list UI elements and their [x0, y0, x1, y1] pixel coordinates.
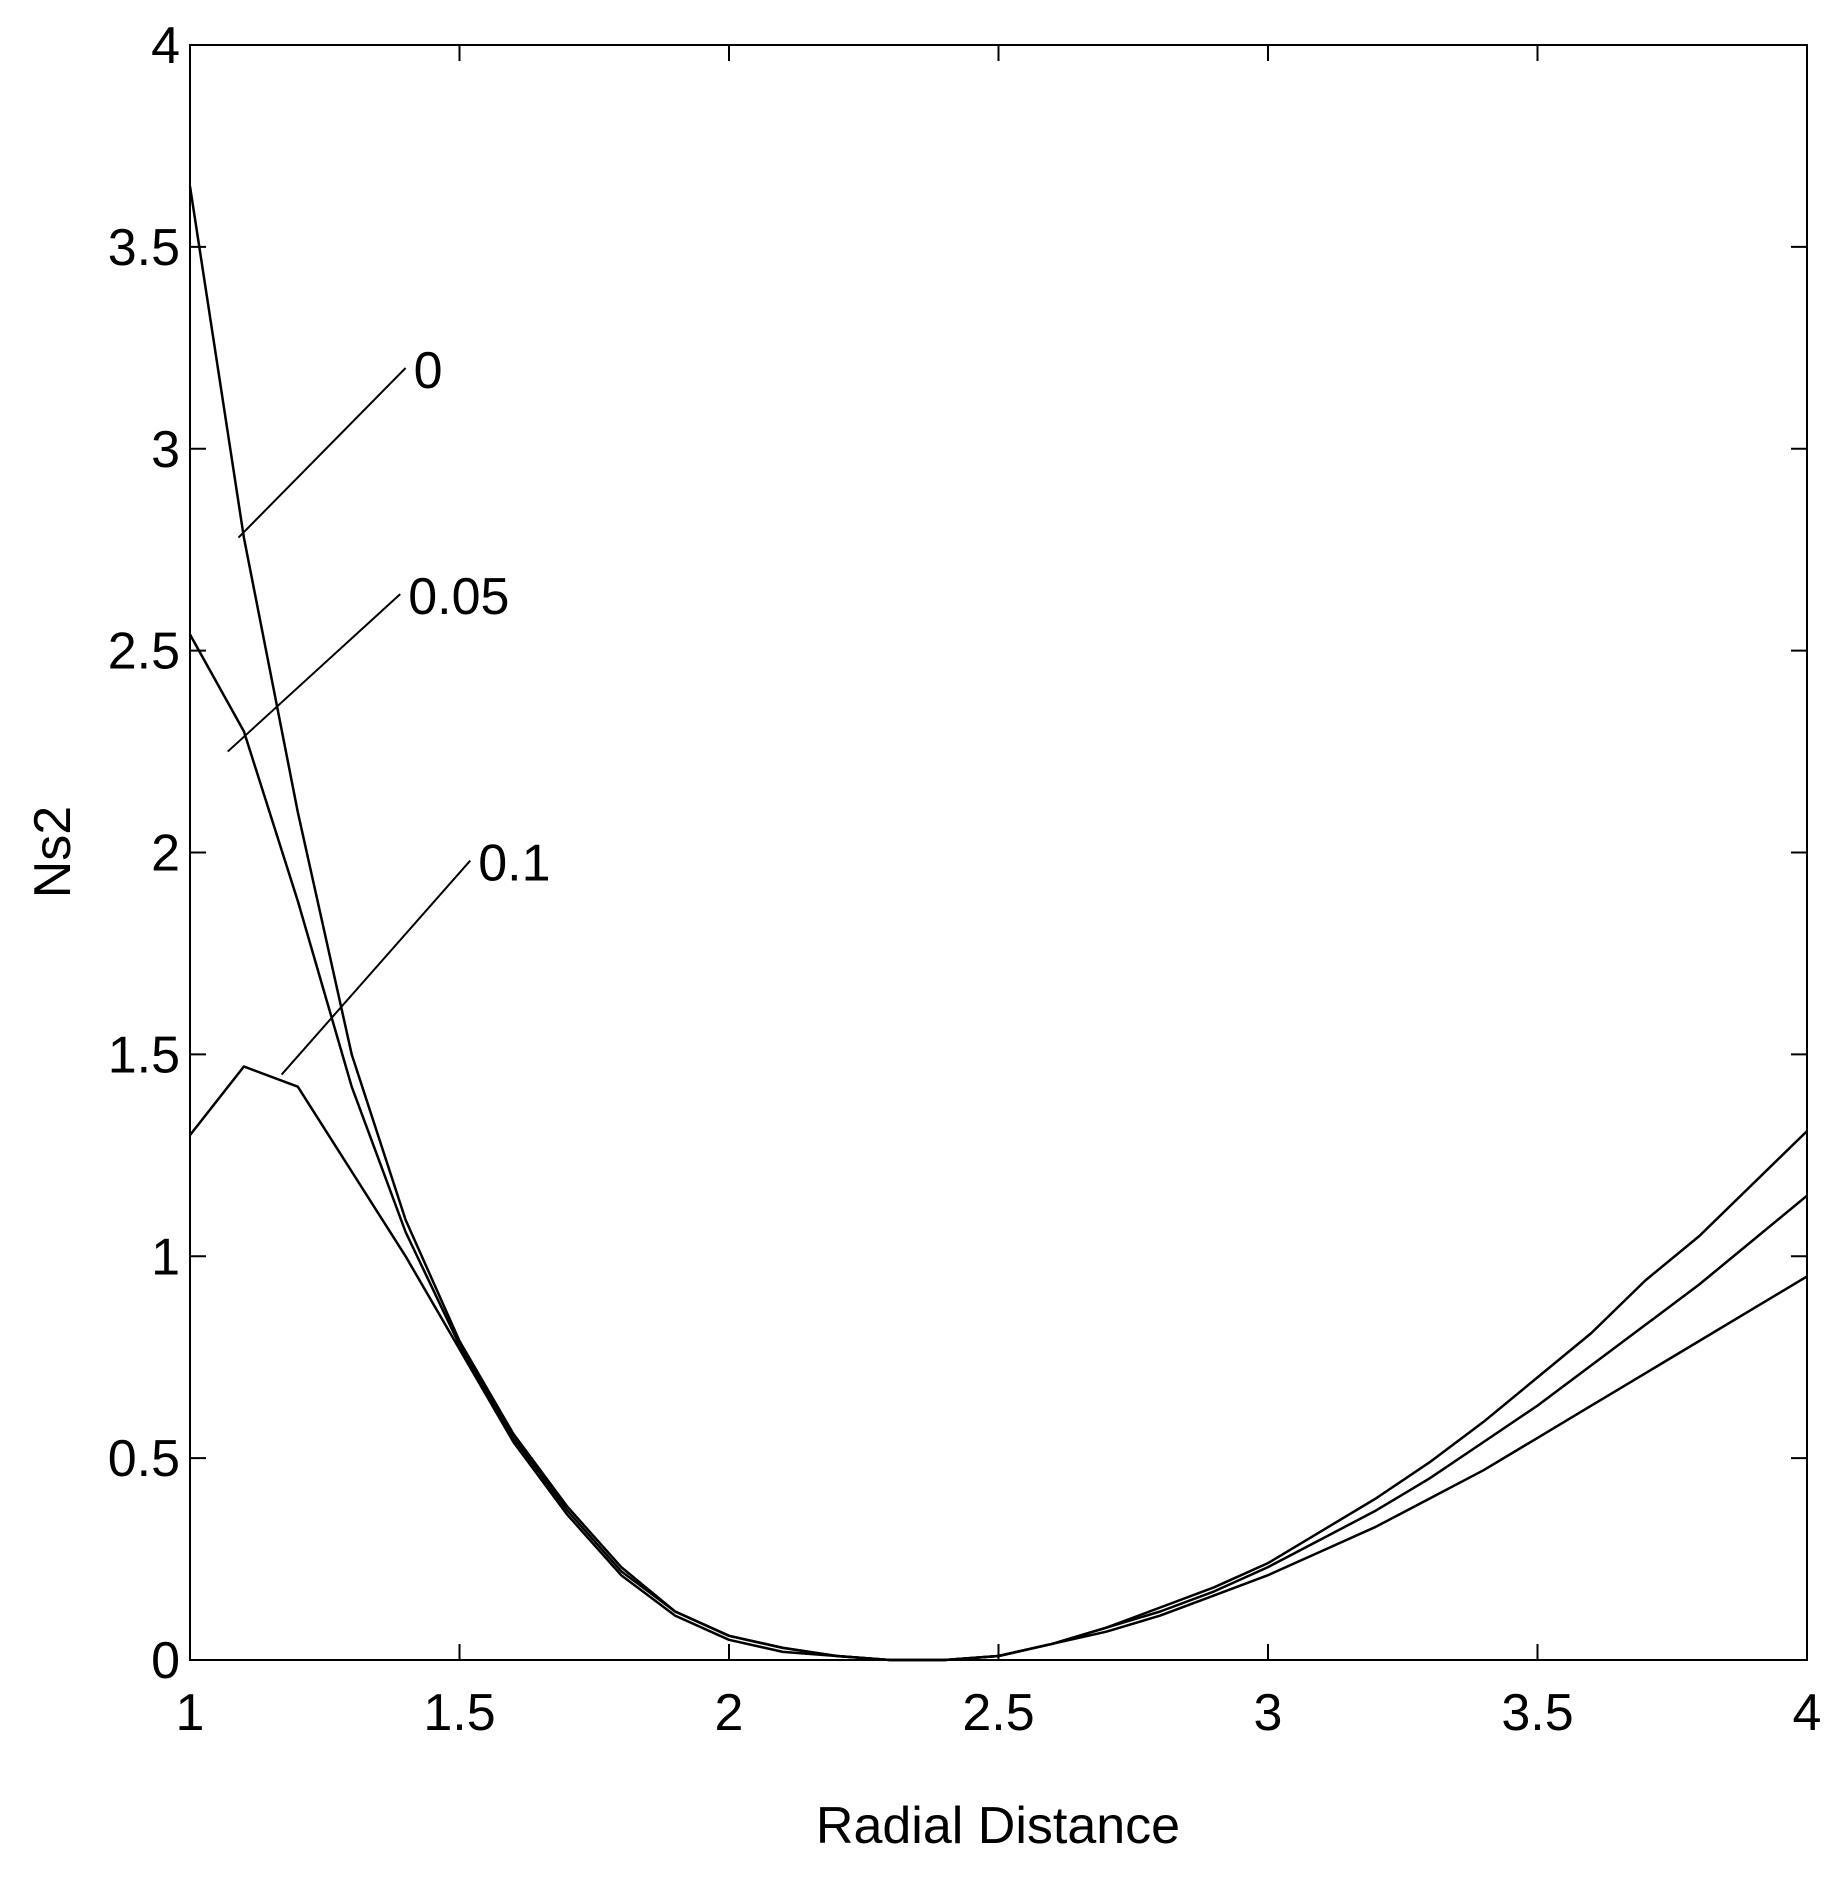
- y-axis-ticks: 0 0.5 1 1.5 2 2.5 3 3.5 4: [108, 17, 1807, 1690]
- plot-frame: [189, 44, 1808, 1661]
- x-tick-label-1: 1.5: [423, 1684, 495, 1742]
- y-axis-label: Ns2: [24, 806, 82, 898]
- annotation-leader-1: [227, 593, 401, 753]
- annotation-leader-2: [280, 859, 472, 1076]
- y-tick-label-7: 3.5: [108, 219, 180, 277]
- x-tick-label-4: 3: [1254, 1684, 1283, 1742]
- x-axis-ticks: 1 1.5 2 2.5 3 3.5 4: [176, 45, 1822, 1742]
- y-tick-label-0: 0: [151, 1632, 180, 1690]
- x-tick-label-5: 3.5: [1501, 1684, 1573, 1742]
- x-tick-label-6: 4: [1793, 1684, 1822, 1742]
- y-tick-label-5: 2.5: [108, 623, 180, 681]
- x-tick-label-0: 1: [176, 1684, 205, 1742]
- annotation-label-2: 0.1: [478, 835, 550, 893]
- series-layer: [188, 186, 1808, 1662]
- y-tick-label-3: 1.5: [108, 1026, 180, 1084]
- x-tick-label-3: 2.5: [962, 1684, 1034, 1742]
- annotation-leader-0: [237, 367, 407, 539]
- y-tick-label-6: 3: [151, 421, 180, 479]
- y-tick-label-4: 2: [151, 825, 180, 883]
- series-line-2: [189, 1065, 1808, 1662]
- annotation-label-1: 0.05: [408, 568, 509, 626]
- y-tick-label-2: 1: [151, 1228, 180, 1286]
- x-axis-label: Radial Distance: [816, 1797, 1180, 1855]
- y-tick-label-8: 4: [151, 17, 180, 75]
- annotation-layer: 0 0.05 0.1: [227, 342, 551, 1076]
- annotation-label-0: 0: [414, 342, 443, 400]
- y-tick-label-1: 0.5: [108, 1430, 180, 1488]
- x-tick-label-2: 2: [715, 1684, 744, 1742]
